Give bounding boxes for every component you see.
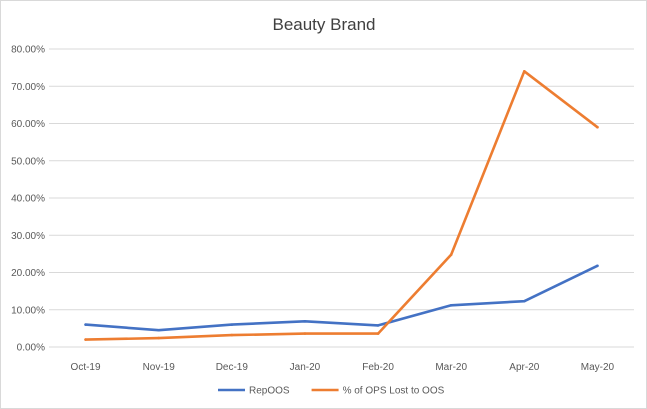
x-tick-label: Oct-19	[71, 362, 101, 373]
data-point	[596, 264, 599, 268]
y-tick-label: 60.00%	[11, 119, 45, 130]
series-lines	[84, 70, 599, 341]
y-tick-label: 10.00%	[11, 305, 45, 316]
y-axis-ticks: 0.00% 10.00% 20.00% 30.00% 40.00% 50.00% 60.00…	[11, 45, 45, 354]
data-point	[157, 328, 160, 332]
data-point	[523, 70, 526, 73]
data-point	[303, 319, 307, 323]
y-tick-label: 50.00%	[11, 156, 45, 167]
y-tick-label: 30.00%	[11, 231, 45, 242]
series-line-1	[84, 264, 599, 332]
y-tick-label: 80.00%	[11, 45, 45, 56]
chart-title: Beauty Brand	[272, 15, 375, 34]
data-point	[596, 125, 599, 129]
data-point	[84, 338, 87, 341]
legend-label: RepOOS	[249, 386, 290, 397]
gridlines	[49, 48, 634, 348]
y-tick-label: 0.00%	[17, 343, 45, 354]
x-tick-label: Apr-20	[509, 362, 539, 373]
x-tick-label: Dec-19	[216, 362, 249, 373]
x-axis-ticks: Oct-19 Nov-19 Dec-19 Jan-20 Feb-20 Mar-20 Apr-…	[71, 362, 615, 373]
x-tick-label: Jan-20	[290, 362, 321, 373]
y-tick-label: 20.00%	[11, 268, 45, 279]
data-point	[449, 253, 453, 256]
data-point	[449, 303, 453, 307]
data-point	[84, 323, 87, 326]
data-point	[157, 336, 160, 340]
x-tick-label: Mar-20	[435, 362, 467, 373]
x-tick-label: Nov-19	[143, 362, 176, 373]
y-tick-label: 40.00%	[11, 194, 45, 205]
data-point	[230, 323, 234, 326]
legend-label: % of OPS Lost to OOS	[343, 386, 445, 397]
data-point	[376, 324, 380, 327]
data-point	[230, 333, 234, 337]
series-line-2	[84, 70, 599, 341]
x-tick-label: Feb-20	[362, 362, 394, 373]
x-tick-label: May-20	[581, 362, 615, 373]
legend: RepOOS % of OPS Lost to OOS	[218, 386, 445, 397]
data-point	[376, 332, 380, 335]
y-tick-label: 70.00%	[11, 82, 45, 93]
data-point	[303, 332, 307, 335]
data-point	[523, 299, 526, 303]
